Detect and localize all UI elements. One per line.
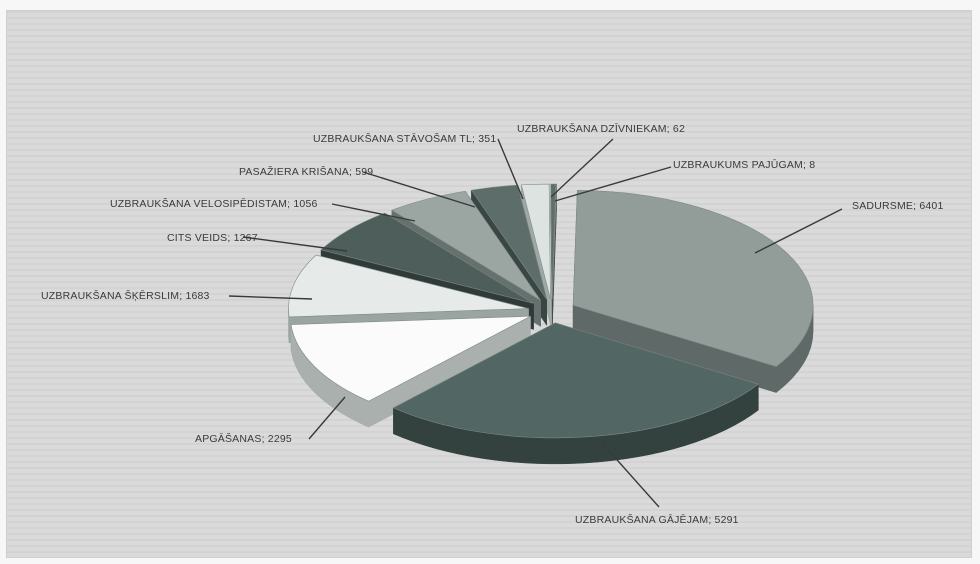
data-label-10: UZBRAUKUMS PAJŪGAM; 8 <box>673 159 815 171</box>
data-label-3: APGĀŠANAS; 2295 <box>195 432 292 445</box>
data-label-6: UZBRAUKŠANA VELOSIPĒDISTAM; 1056 <box>110 197 318 210</box>
leader-line-3 <box>308 396 346 440</box>
leader-line-4 <box>228 295 313 300</box>
leader-line-10 <box>554 166 672 202</box>
leader-line-5 <box>242 236 348 252</box>
leader-line-9 <box>550 138 614 198</box>
leader-line-2 <box>601 442 660 508</box>
data-label-7: PASAŽIERA KRIŠANA; 599 <box>239 165 373 178</box>
chart-frame: SADURSME; 6401 UZBRAUKŠANA GĀJĒJAM; 5291 A… <box>6 10 972 558</box>
leader-line-1 <box>754 208 843 254</box>
leader-line-8 <box>497 138 524 200</box>
pie-chart: SADURSME; 6401 UZBRAUKŠANA GĀJĒJAM; 5291 A… <box>7 11 971 557</box>
data-label-1: SADURSME; 6401 <box>852 200 944 212</box>
pie-slice-2 <box>392 322 759 465</box>
data-label-4: UZBRAUKŠANA ŠĶĒRSLIM; 1683 <box>41 289 210 302</box>
leader-line-6 <box>331 203 416 222</box>
leader-line-7 <box>362 171 476 208</box>
pie-slice-1 <box>572 190 814 394</box>
data-label-5: CITS VEIDS; 1267 <box>167 232 258 244</box>
data-label-9: UZBRAUKŠANA DZĪVNIEKAM; 62 <box>517 122 685 135</box>
labels-layer: SADURSME; 6401 UZBRAUKŠANA GĀJĒJAM; 5291 A… <box>41 122 944 526</box>
pie-slice-3 <box>290 315 531 428</box>
data-label-8: UZBRAUKŠANA STĀVOŠAM TL; 351 <box>313 132 496 145</box>
pie-slice-10 <box>552 183 557 326</box>
data-label-2: UZBRAUKŠANA GĀJĒJAM; 5291 <box>575 513 739 526</box>
slices-layer <box>288 183 814 465</box>
